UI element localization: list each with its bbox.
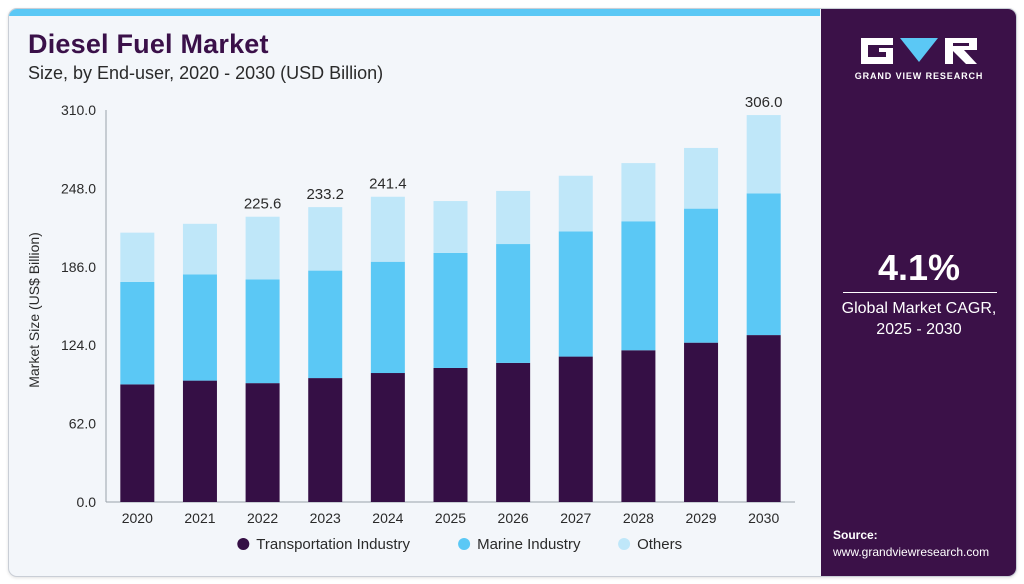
bar-segment bbox=[120, 384, 155, 502]
bar-segment bbox=[245, 216, 280, 280]
y-tick-label: 248.0 bbox=[61, 180, 96, 196]
bar-segment bbox=[370, 196, 405, 262]
bar-total-label: 233.2 bbox=[306, 186, 344, 203]
bar-segment bbox=[433, 201, 468, 253]
legend-swatch bbox=[237, 538, 250, 550]
y-tick-label: 124.0 bbox=[61, 337, 96, 353]
bar-segment bbox=[370, 373, 405, 502]
legend-label: Others bbox=[637, 536, 682, 553]
y-tick-label: 0.0 bbox=[77, 494, 97, 510]
bar-segment bbox=[746, 335, 781, 502]
stacked-bar-chart: 0.0 62.0 124.0 186.0 248.0 310.0 Market Size (… bbox=[26, 94, 795, 553]
bar-segment bbox=[245, 383, 280, 502]
info-panel: GRAND VIEW RESEARCH 4.1% Global Market C… bbox=[821, 9, 1016, 576]
accent-bar bbox=[9, 9, 820, 16]
bar-segment bbox=[621, 221, 656, 351]
grand-view-research-logo bbox=[861, 38, 977, 64]
bar-segment bbox=[684, 147, 719, 209]
bar-total-label: 241.4 bbox=[369, 176, 407, 193]
x-tick-label: 2020 bbox=[122, 510, 153, 526]
chart-card: Diesel Fuel Market Size, by End-user, 20… bbox=[8, 8, 1017, 577]
legend-label: Marine Industry bbox=[477, 536, 581, 553]
bar-segment bbox=[308, 207, 343, 271]
x-tick-label: 2025 bbox=[435, 510, 466, 526]
cagr-label: Global Market CAGR, 2025 - 2030 bbox=[827, 298, 1011, 340]
cagr-label-line2: 2025 - 2030 bbox=[876, 321, 962, 338]
cagr-value: 4.1% bbox=[877, 247, 961, 288]
bar-segment bbox=[746, 193, 781, 336]
bar-segment bbox=[558, 175, 593, 232]
bar-segment bbox=[496, 244, 531, 363]
chart-subtitle: Size, by End-user, 2020 - 2030 (USD Bill… bbox=[28, 63, 384, 83]
logo-wordmark: GRAND VIEW RESEARCH bbox=[854, 71, 984, 81]
cagr-label-line1: Global Market CAGR, bbox=[841, 300, 997, 317]
bar-segment bbox=[308, 270, 343, 379]
x-tick-label: 2028 bbox=[623, 510, 654, 526]
legend-swatch bbox=[458, 538, 471, 550]
bar-segment bbox=[621, 350, 656, 502]
bar-segment bbox=[433, 252, 468, 368]
legend-swatch bbox=[618, 538, 631, 550]
legend-label: Transportation Industry bbox=[256, 536, 410, 553]
bar-total-label: 306.0 bbox=[745, 94, 783, 111]
x-tick-label: 2027 bbox=[560, 510, 591, 526]
chart-title: Diesel Fuel Market bbox=[28, 29, 269, 59]
bar-segment bbox=[496, 362, 531, 502]
bar-segment bbox=[245, 279, 280, 384]
bar-segment bbox=[120, 232, 155, 282]
x-tick-label: 2026 bbox=[498, 510, 529, 526]
x-tick-label: 2030 bbox=[748, 510, 779, 526]
bar-segment bbox=[120, 281, 155, 385]
x-tick-label: 2021 bbox=[184, 510, 215, 526]
bar-segment bbox=[433, 367, 468, 502]
bar-segment bbox=[684, 342, 719, 502]
x-tick-label: 2024 bbox=[372, 510, 403, 526]
x-tick-label: 2029 bbox=[685, 510, 716, 526]
bar-total-label: 225.6 bbox=[244, 196, 282, 213]
bar-segment bbox=[558, 231, 593, 357]
cagr-divider bbox=[843, 292, 997, 293]
bar-segment bbox=[496, 190, 531, 245]
x-tick-label: 2023 bbox=[310, 510, 341, 526]
bar-segment bbox=[684, 208, 719, 343]
bar-segment bbox=[308, 378, 343, 502]
y-tick-label: 310.0 bbox=[61, 102, 96, 118]
y-axis-title: Market Size (US$ Billion) bbox=[26, 232, 42, 388]
bar-segment bbox=[621, 163, 656, 222]
bar-segment bbox=[370, 261, 405, 374]
bar-segment bbox=[182, 274, 217, 381]
y-tick-label: 186.0 bbox=[61, 259, 96, 275]
bar-segment bbox=[182, 223, 217, 275]
bar-segment bbox=[558, 356, 593, 502]
bar-segment bbox=[182, 380, 217, 502]
y-tick-label: 62.0 bbox=[69, 416, 96, 432]
source-link[interactable]: www.grandviewresearch.com bbox=[833, 545, 990, 559]
x-tick-label: 2022 bbox=[247, 510, 278, 526]
source-label: Source: bbox=[833, 528, 878, 542]
bar-segment bbox=[746, 115, 781, 194]
